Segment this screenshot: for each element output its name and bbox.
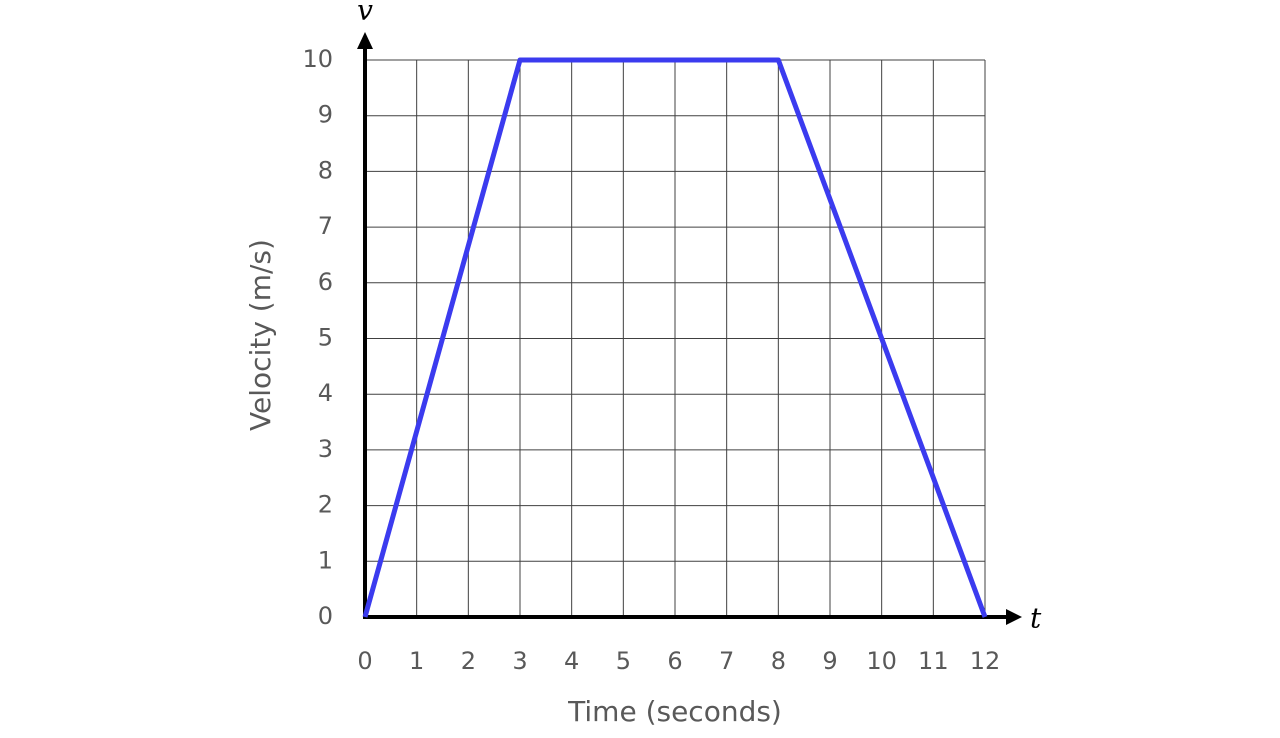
y-tick-label: 3 — [318, 435, 333, 463]
x-axis-symbol: t — [1030, 602, 1042, 635]
y-tick-label: 0 — [318, 602, 333, 630]
x-axis-label: Time (seconds) — [567, 695, 782, 728]
x-tick-label: 5 — [616, 647, 631, 675]
x-tick-label: 9 — [822, 647, 837, 675]
y-tick-label: 8 — [318, 156, 333, 184]
x-tick-label: 7 — [719, 647, 734, 675]
y-tick-label: 9 — [318, 101, 333, 129]
y-tick-label: 4 — [318, 379, 333, 407]
x-tick-label: 6 — [667, 647, 682, 675]
x-tick-label: 12 — [970, 647, 1001, 675]
x-tick-label: 11 — [918, 647, 949, 675]
x-tick-label: 1 — [409, 647, 424, 675]
x-tick-label: 8 — [771, 647, 786, 675]
y-axis-symbol: v — [357, 0, 373, 27]
y-tick-label: 2 — [318, 491, 333, 519]
x-tick-label: 3 — [512, 647, 527, 675]
y-tick-label: 10 — [302, 45, 333, 73]
x-tick-label: 0 — [357, 647, 372, 675]
x-tick-label: 2 — [461, 647, 476, 675]
y-tick-label: 1 — [318, 546, 333, 574]
x-axis-arrow — [1006, 609, 1022, 625]
y-tick-label: 6 — [318, 268, 333, 296]
x-tick-label: 10 — [866, 647, 897, 675]
y-tick-label: 7 — [318, 212, 333, 240]
y-tick-label: 5 — [318, 324, 333, 352]
y-axis-arrow — [357, 32, 373, 49]
x-tick-label: 4 — [564, 647, 579, 675]
y-axis-label: Velocity (m/s) — [244, 239, 277, 431]
data-line — [362, 57, 988, 618]
